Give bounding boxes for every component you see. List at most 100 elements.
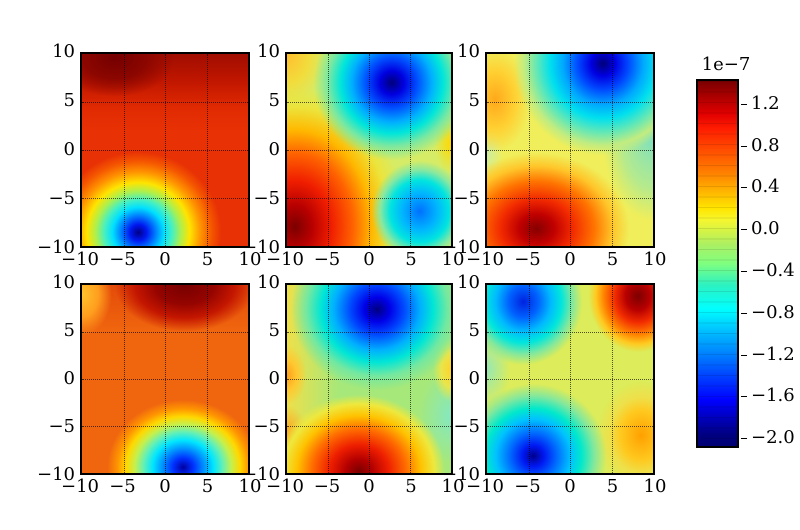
subplot-bottom-center: −10 −5 0 5 10 10 5 0 −5 −10 — [242, 274, 464, 496]
gridline — [123, 54, 125, 246]
tick-label: −5 — [48, 416, 75, 437]
gridline — [82, 332, 248, 333]
tick-label: 0 — [63, 368, 75, 389]
tick-label: 0.8 — [741, 134, 780, 156]
tick-label: −10 — [466, 476, 504, 497]
gridline — [82, 102, 248, 103]
gridline — [123, 285, 125, 473]
tick-label: 0.0 — [741, 218, 780, 240]
subplot-bottom-right: −10 −5 0 5 10 10 5 0 −5 −10 — [442, 274, 666, 496]
gridline — [328, 54, 329, 246]
tick-label: 5 — [201, 249, 214, 270]
tick-label: 5 — [606, 249, 619, 270]
tick-label: −5 — [109, 476, 136, 497]
tick-label: 10 — [457, 272, 480, 293]
y-tick-labels: 10 5 0 −5 −10 — [234, 43, 280, 257]
tick-label: 5 — [405, 249, 417, 270]
tick-label: −10 — [242, 237, 280, 258]
contour-plot-top-right — [485, 52, 655, 248]
tick-label: 10 — [238, 249, 262, 270]
gridline — [287, 379, 451, 380]
tick-label: 1.2 — [741, 93, 780, 115]
tick-label: 5 — [468, 90, 480, 111]
colorbar-offset-label: 1e−7 — [701, 54, 751, 75]
tick-label: −5 — [453, 188, 480, 209]
tick-label: 0 — [363, 476, 375, 497]
subplot-top-center: −10 −5 0 5 10 10 5 0 −5 −10 — [242, 43, 464, 269]
colorbar — [696, 79, 739, 448]
gridline — [410, 54, 411, 246]
tick-label: 10 — [643, 476, 667, 497]
colorbar-tick-labels: 1.2 0.8 0.4 0.0 −0.4 −0.8 −1.2 −1.6 −2.0 — [741, 79, 799, 449]
tick-label: 10 — [643, 249, 667, 270]
x-tick-labels: −10 −5 0 5 10 — [61, 475, 261, 499]
y-tick-labels: 10 5 0 −5 −10 — [234, 274, 280, 484]
tick-label: 0 — [159, 476, 171, 497]
contour-plot-bottom-center — [285, 283, 453, 475]
tick-label: −10 — [466, 249, 504, 270]
tick-label: −10 — [266, 249, 304, 270]
gridline — [487, 379, 653, 380]
tick-label: −10 — [266, 476, 304, 497]
tick-label: −0.4 — [741, 259, 795, 281]
tick-label: −5 — [48, 188, 75, 209]
contour-plot-bottom-right — [485, 283, 655, 475]
x-tick-labels: −10 −5 0 5 10 — [61, 248, 261, 272]
tick-label: 10 — [257, 41, 280, 62]
tick-label: −2.0 — [741, 427, 795, 449]
gridline — [287, 198, 451, 199]
gridline — [369, 285, 370, 473]
tick-label: −5 — [109, 249, 136, 270]
tick-label: −10 — [37, 464, 75, 485]
gridline — [487, 150, 653, 151]
tick-label: 5 — [201, 476, 214, 497]
gridline — [328, 285, 329, 473]
gridline — [369, 54, 370, 246]
gridline — [611, 285, 613, 473]
tick-label: 10 — [257, 272, 280, 293]
gridline — [82, 379, 248, 380]
tick-label: 0.4 — [741, 176, 780, 198]
y-tick-labels: 10 5 0 −5 −10 — [434, 274, 480, 484]
tick-label: 10 — [441, 249, 465, 270]
gridline — [287, 150, 451, 151]
tick-label: −10 — [442, 464, 480, 485]
gridline — [570, 285, 571, 473]
gridline — [165, 285, 166, 473]
gridline — [82, 198, 248, 199]
gridline — [206, 54, 208, 246]
gridline — [82, 150, 248, 151]
tick-label: 0 — [363, 249, 375, 270]
gridline — [611, 54, 613, 246]
tick-label: 5 — [63, 90, 75, 111]
gridline — [410, 285, 411, 473]
y-tick-labels: 10 5 0 −5 −10 — [29, 43, 75, 257]
gridline — [287, 332, 451, 333]
subplot-top-right: −10 −5 0 5 10 10 5 0 −5 −10 — [442, 43, 666, 269]
tick-label: −10 — [61, 249, 99, 270]
contour-plot-top-left — [80, 52, 250, 248]
tick-label: 5 — [606, 476, 619, 497]
tick-label: −5 — [313, 476, 341, 497]
gridline — [287, 102, 451, 103]
tick-label: −10 — [61, 476, 99, 497]
x-tick-labels: −10 −5 0 5 10 — [266, 475, 464, 499]
tick-label: −5 — [253, 188, 280, 209]
tick-label: −5 — [453, 416, 480, 437]
tick-label: 10 — [441, 476, 465, 497]
tick-label: 10 — [238, 476, 262, 497]
tick-label: 0 — [268, 368, 280, 389]
tick-label: −10 — [37, 237, 75, 258]
gridline — [487, 426, 653, 427]
tick-label: 5 — [268, 90, 280, 111]
gridline — [487, 198, 653, 199]
tick-label: 10 — [457, 41, 480, 62]
gridline — [82, 426, 248, 427]
gridline — [570, 54, 571, 246]
y-tick-labels: 10 5 0 −5 −10 — [29, 274, 75, 484]
x-tick-labels: −10 −5 0 5 10 — [466, 248, 666, 272]
tick-label: −10 — [442, 237, 480, 258]
subplot-top-left: −10 −5 0 5 10 10 5 0 −5 −10 — [37, 43, 261, 269]
tick-label: 0 — [564, 476, 576, 497]
